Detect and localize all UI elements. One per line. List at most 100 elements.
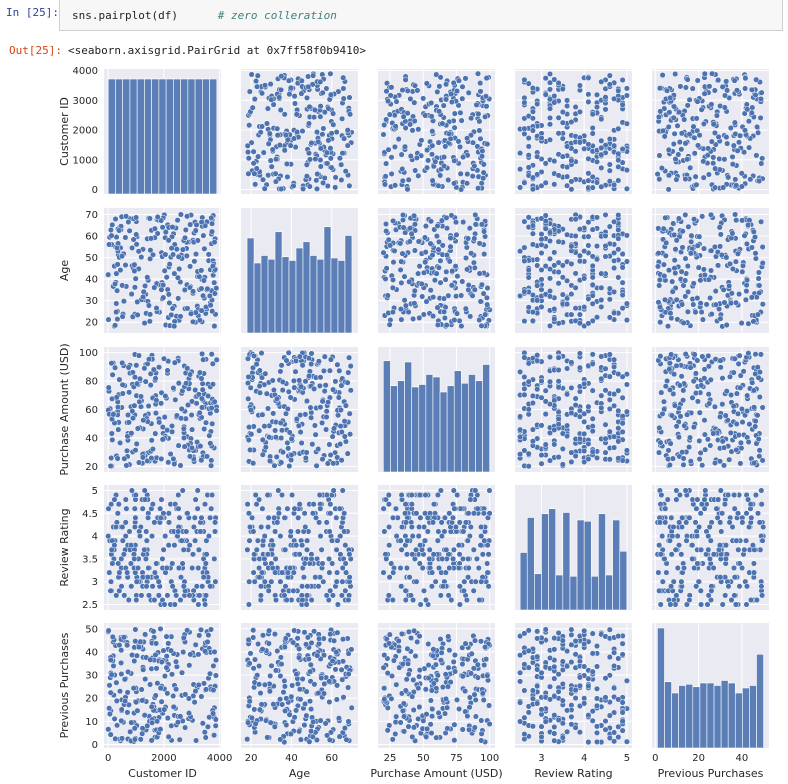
scatter-point [334,537,341,544]
scatter-point [706,400,713,407]
scatter-point [448,98,455,106]
scatter-point [207,583,214,590]
scatter-point [697,587,704,594]
scatter-point [686,514,693,521]
scatter-point [254,72,261,79]
scatter-point [259,411,266,418]
scatter-point [397,306,404,313]
scatter-point [405,309,412,316]
scatter-point [147,681,154,688]
scatter-point [426,555,433,562]
scatter-point [416,491,423,499]
scatter-point [331,637,338,644]
scatter-point [134,311,141,318]
scatter-point [749,379,756,386]
scatter-point [171,359,178,366]
scatter-point [619,394,626,401]
scatter-point [122,234,129,241]
scatter-point [680,319,687,326]
code-line[interactable]: sns.pairplot(df) # zero colleration [72,9,337,22]
scatter-point [385,146,392,153]
scatter-point [152,430,159,437]
scatter-point [415,270,422,277]
scatter-point [386,574,393,581]
scatter-point [285,388,292,395]
y-tick-label: 60 [85,405,98,416]
scatter-point [707,537,714,544]
scatter-point [250,460,257,467]
scatter-point [301,560,308,567]
scatter-point [311,114,318,121]
scatter-point [281,644,288,651]
scatter-point [303,173,310,180]
scatter-point [326,555,333,562]
scatter-point [689,394,696,401]
scatter-point [425,157,432,164]
scatter-point [435,139,442,146]
scatter-point [478,578,485,585]
scatter-point [593,243,601,250]
scatter-point [529,222,536,229]
scatter-point [688,238,695,245]
scatter-point [112,523,120,531]
scatter-point [345,718,352,725]
scatter-point [611,257,618,264]
scatter-point [117,439,124,446]
scatter-point [411,117,418,125]
scatter-point [521,99,528,106]
scatter-point [726,373,734,380]
scatter-point [313,736,320,744]
scatter-point [119,537,126,544]
scatter-point [158,286,165,293]
scatter-point [258,123,266,130]
scatter-point [551,262,558,269]
scatter-point [112,364,119,371]
scatter-point [305,120,313,127]
scatter-point [705,546,712,553]
code-cell[interactable]: sns.pairplot(df) # zero colleration [59,0,783,31]
scatter-point [148,533,156,540]
scatter-point [269,377,276,384]
scatter-point [434,88,441,95]
scatter-point [175,528,182,535]
scatter-point [683,519,690,526]
scatter-point [251,96,258,103]
scatter-point [189,564,196,572]
scatter-point [285,349,292,356]
hist-bar [619,550,628,610]
scatter-point [453,88,461,95]
scatter-point [278,427,286,434]
scatter-point [542,160,549,167]
scatter-point [115,501,122,508]
scatter-point [188,444,196,451]
scatter-point [346,354,353,361]
scatter-point [138,592,145,599]
scatter-point [709,70,716,77]
scatter-point [119,359,126,366]
scatter-point [189,318,197,325]
scatter-point [181,443,188,450]
scatter-point [307,404,314,411]
scatter-point [130,685,137,692]
scatter-point [538,266,545,273]
scatter-point [332,184,339,191]
scatter-point [259,176,267,183]
scatter-point [286,711,293,718]
scatter-point [576,226,583,233]
scatter-point [619,291,626,299]
scatter-point [675,215,682,222]
scatter-point [160,546,167,553]
hist-bar [180,78,189,194]
scatter-point [163,664,170,671]
scatter-point [129,244,136,251]
scatter-point [167,450,174,458]
scatter-point [701,505,708,512]
scatter-point [701,90,708,97]
scatter-point [173,592,180,599]
scatter-point [137,736,144,743]
scatter-point [424,147,431,154]
scatter-point [267,81,274,88]
scatter-point [585,295,592,302]
scatter-point [198,219,205,226]
scatter-point [209,263,216,270]
